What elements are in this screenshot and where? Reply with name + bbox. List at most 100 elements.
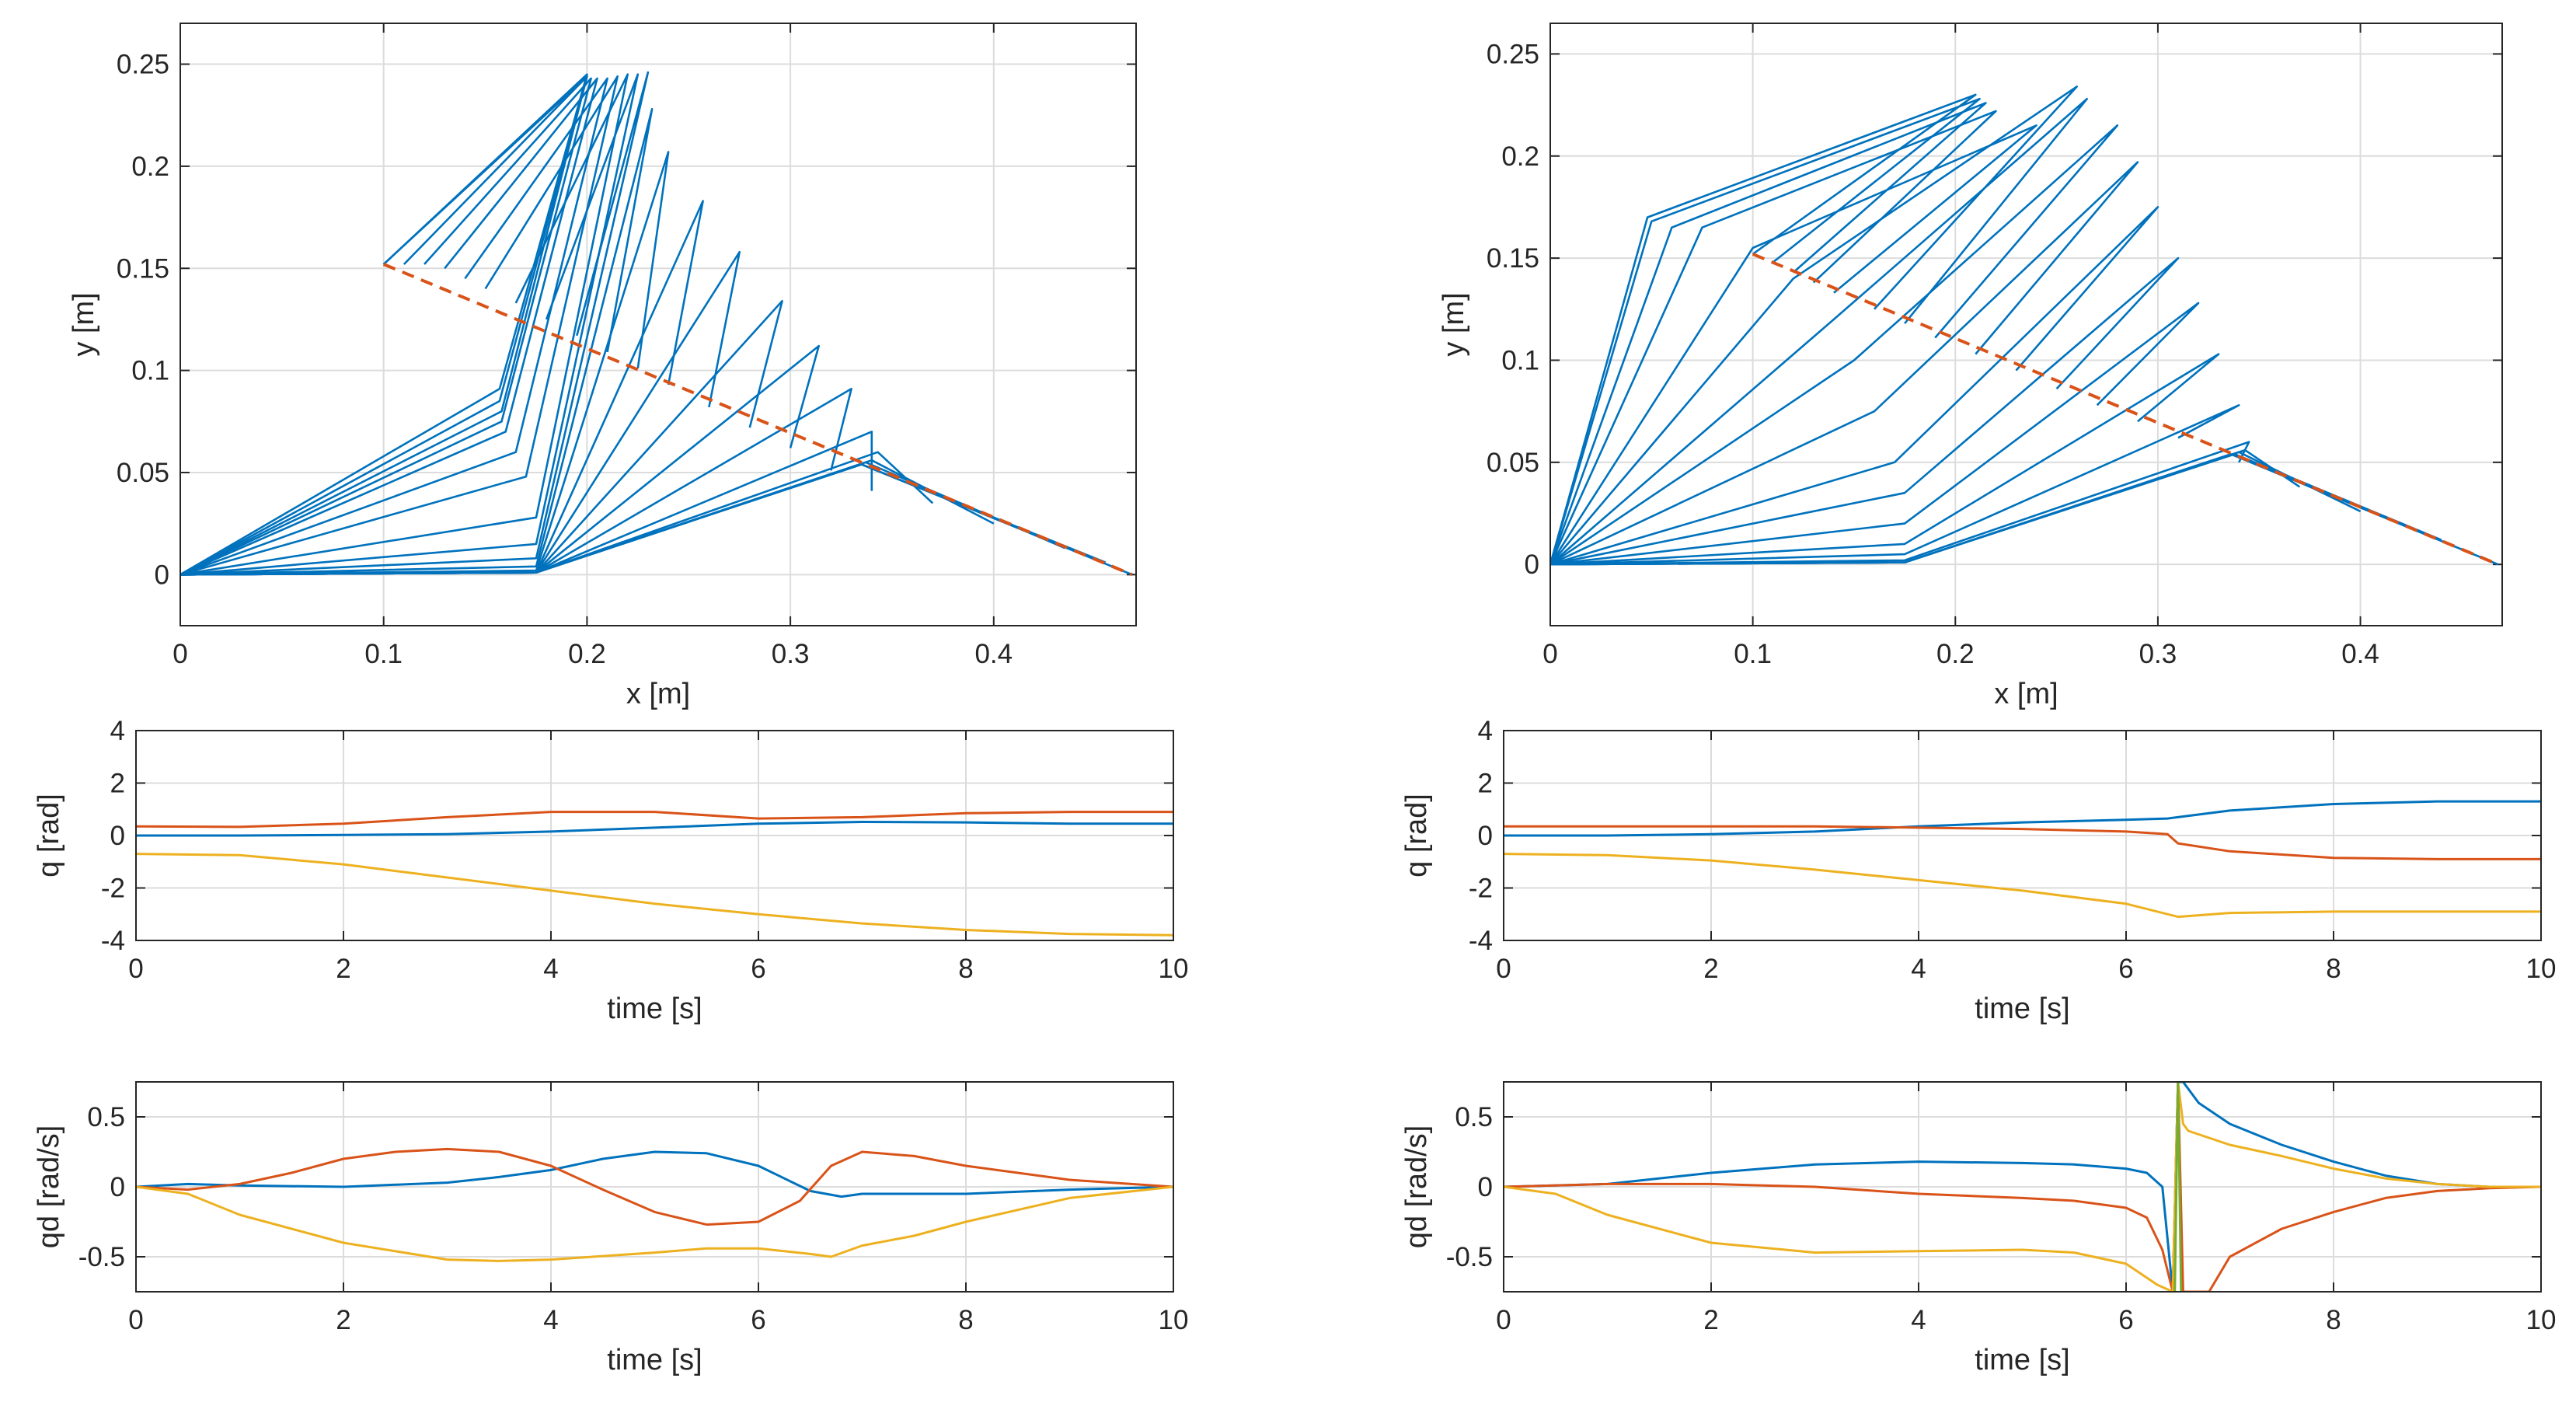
arm-configuration-line [1550,93,1977,565]
plot-area [1550,23,2502,626]
x-tick-label: 10 [1159,954,1189,984]
chart-left-arm: 0 0.1 0.2 0.3 0.4 0 0.05 0.1 0.15 0.2 0.25 x [m] y [… [68,23,1137,710]
x-axis-label: time [s] [607,1344,702,1376]
series-line-3 [1504,853,2541,919]
y-tick-label: -2 [1469,874,1493,904]
y-axis-label: q [rad] [33,794,65,877]
plot-area [180,23,1136,626]
y-tick-label: 0.5 [87,1102,125,1132]
x-tick-label: 0.2 [1936,639,1975,669]
x-tick-label: 6 [751,954,765,984]
y-tick-label: -4 [1469,926,1493,956]
y-axis-label: q [rad] [1400,794,1433,877]
x-tick-label: 4 [543,954,558,984]
series-line-3 [1504,1082,2541,1292]
y-tick-label: 2 [110,769,125,799]
arm-configurations [180,71,1133,576]
y-tick-label: 4 [110,716,125,746]
axes-box [1549,23,2503,626]
y-tick-label: 0.15 [117,253,169,284]
y-axis-label: y [m] [1438,292,1470,356]
series-line-2 [136,1147,1173,1226]
arm-configuration-line [1550,102,1987,565]
x-tick-label: 0.3 [772,639,810,669]
y-tick-label: 0.25 [1487,39,1539,69]
series-group [1504,1082,2541,1292]
x-tick-label: 6 [751,1305,765,1335]
y-tick-label: 0.05 [1487,448,1539,478]
x-axis-label: time [s] [1975,993,2069,1025]
series-group [1550,85,2499,567]
arm-configuration-line [1550,85,2078,566]
y-tick-label: 0.15 [1487,243,1539,274]
x-tick-label: 0.4 [974,639,1013,669]
y-tick-label: 0.25 [117,50,169,80]
arm-configuration-line [180,77,592,576]
arm-configuration-line [180,77,598,576]
arm-configuration-line [180,73,640,576]
y-tick-label: 0 [110,821,125,851]
x-tick-label: 4 [1911,1305,1926,1335]
chart-right-arm: 0 0.1 0.2 0.3 0.4 0 0.05 0.1 0.15 0.2 0.25 x [m] y [… [1438,23,2503,710]
y-tick-label: -4 [101,926,125,956]
y-tick-label: -0.5 [78,1242,125,1272]
x-tick-label: 8 [958,1305,973,1335]
arm-configuration-line [1550,97,2088,566]
x-tick-label: 2 [336,1305,350,1335]
arm-configuration-line [1550,124,2119,566]
axes-box [135,730,1174,941]
axes-box [180,23,1137,626]
series-line-1 [136,821,1173,837]
x-axis-label: x [m] [626,678,690,710]
arm-configuration-line [180,73,629,576]
y-tick-label: 0.1 [1501,345,1539,375]
y-axis-label: qd [rad/s] [1400,1125,1433,1248]
arm-configuration-line [1550,124,2037,565]
series-group [136,1147,1173,1262]
arm-configuration-line [1550,110,1997,565]
arm-configuration-line [1550,97,1981,565]
x-tick-label: 0 [1542,639,1557,669]
x-tick-label: 4 [543,1305,558,1335]
axes-box [1503,1081,2542,1293]
chart-left-q: 0 2 4 6 8 10 -4 -2 0 2 4 time [s] q [rad] [33,716,1188,1025]
series-line-3 [136,853,1173,937]
y-tick-label: 0.5 [1455,1102,1493,1132]
x-axis-label: time [s] [607,993,702,1025]
x-tick-label: 6 [2118,1305,2133,1335]
series-line-4 [2173,1082,2183,1292]
arm-configuration-line [1550,206,2159,566]
x-tick-label: 0.4 [2341,639,2379,669]
x-tick-label: 0.1 [364,639,403,669]
arm-configuration-line [1550,441,2250,566]
x-tick-label: 0.1 [1734,639,1772,669]
axes-box [1503,730,2542,941]
x-tick-label: 0 [173,639,187,669]
series-line-3 [136,1185,1173,1262]
y-tick-label: -2 [101,874,125,904]
arm-configuration-line [180,71,650,576]
arm-configuration-line [180,75,588,576]
x-tick-label: 2 [1703,954,1718,984]
y-tick-label: -0.5 [1446,1242,1493,1272]
x-tick-label: 8 [958,954,973,984]
x-tick-label: 0 [1496,954,1511,984]
y-tick-label: 0 [110,1172,125,1202]
arm-configuration-line [1550,453,2499,566]
y-tick-label: 0 [1525,550,1539,580]
series-line-1 [1504,800,2541,837]
x-axis-label: time [s] [1975,1344,2069,1376]
chart-right-q: 0 2 4 6 8 10 -4 -2 0 2 4 time [s] q [rad] [1400,716,2556,1025]
x-tick-label: 0 [1496,1305,1511,1335]
series-line-2 [136,811,1173,829]
y-tick-label: 0 [155,560,169,590]
chart-right-qd: 0 2 4 6 8 10 -0.5 0 0.5 time [s] qd [rad/s] [1400,1081,2556,1376]
y-tick-label: 4 [1478,716,1493,746]
series-group [180,71,1133,577]
x-tick-label: 0.2 [568,639,606,669]
x-tick-label: 8 [2326,954,2341,984]
x-tick-label: 0 [128,1305,143,1335]
arm-configuration-line [1550,404,2240,566]
series-line-1 [136,1150,1173,1198]
